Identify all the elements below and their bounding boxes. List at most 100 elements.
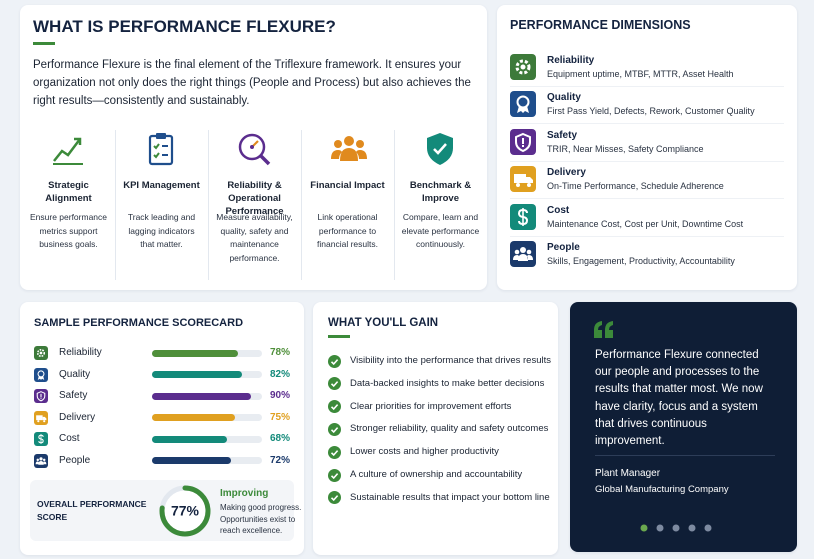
icon-part — [344, 136, 354, 146]
icon-part — [36, 414, 47, 422]
row-value: 78% — [269, 347, 290, 358]
icon-part — [328, 468, 341, 482]
bar — [152, 371, 243, 378]
dot[interactable] — [672, 524, 680, 532]
overall-status: Improving — [220, 488, 269, 499]
icon-part — [328, 422, 341, 436]
pillar-icon — [50, 131, 88, 167]
pillar-title: Reliability & Operational Performance — [225, 180, 284, 217]
icon-part — [40, 393, 42, 398]
dimension-icon — [510, 54, 536, 80]
dimensions-title: PERFORMANCE DIMENSIONS — [510, 18, 691, 32]
pillar-icon — [329, 131, 367, 167]
dot[interactable] — [640, 524, 648, 532]
icon-part — [522, 137, 524, 144]
icon-part — [330, 358, 339, 365]
row-value: 68% — [269, 433, 290, 444]
icon-part — [36, 391, 46, 402]
dimension-list: Reliability Equipment uptime, MTBF, MTTR,… — [497, 5, 797, 290]
icon-part — [43, 419, 46, 422]
scorecard-title: SAMPLE PERFORMANCE SCORECARD — [34, 317, 244, 329]
dimension-text: Maintenance Cost, Cost per Unit, Downtim… — [547, 218, 744, 229]
icon-part — [328, 400, 341, 414]
pillar-text: Compare, learn and elevate performance c… — [401, 212, 480, 249]
pillar-text: Ensure performance metrics support busin… — [29, 212, 107, 249]
icon-part — [328, 354, 341, 368]
icon-part — [74, 137, 82, 145]
icon-part — [515, 59, 531, 75]
bar — [152, 349, 238, 357]
icon-part — [356, 140, 364, 148]
pillar-text: Measure availability, quality, safety an… — [216, 212, 293, 263]
row-name: Delivery — [59, 411, 96, 423]
icon-part — [148, 133, 174, 166]
gain-text: Data-backed insights to make better deci… — [350, 377, 545, 389]
icon-part — [36, 348, 46, 358]
check-icon — [328, 377, 341, 391]
row-value: 82% — [269, 368, 290, 380]
dot[interactable] — [656, 524, 664, 532]
divider — [208, 130, 209, 280]
dimension-text: Equipment uptime, MTBF, MTTR, Asset Heal… — [547, 69, 734, 79]
title-underline — [328, 335, 350, 338]
icon-part — [35, 456, 47, 465]
row-icon — [34, 367, 48, 382]
divider — [510, 235, 784, 237]
dimension-name: Safety — [547, 129, 578, 141]
icon-part — [330, 449, 339, 456]
ring-value — [159, 485, 211, 537]
icon-part — [433, 143, 447, 155]
dimension-icon — [510, 241, 536, 267]
carousel-dots — [640, 524, 712, 532]
icon-part — [250, 145, 254, 149]
pillar-title: Strategic Alignment — [45, 180, 92, 204]
scorecard-rows: Reliability 78% Quality 82% Safety 90% Deliver… — [20, 302, 304, 482]
icon-part — [513, 254, 533, 261]
gains-title: WHAT YOU'LL GAIN — [328, 317, 439, 329]
dimension-name: Cost — [547, 204, 570, 216]
gains-card: WHAT YOU'LL GAIN Visibility into the per… — [313, 302, 558, 555]
title-underline — [33, 42, 55, 45]
dimension-text: TRIR, Near Misses, Safety Compliance — [547, 143, 704, 154]
icon-part — [328, 491, 341, 505]
icon-part — [330, 404, 339, 411]
quote-mark — [594, 321, 613, 338]
pillar-icon — [422, 131, 460, 167]
row-icon — [34, 453, 48, 468]
gain-text: Clear priorities for improvement efforts — [350, 400, 512, 412]
overall-note: Making good progress. Opportunities exis… — [220, 503, 302, 535]
icon-part — [328, 445, 341, 459]
icon-part — [526, 249, 532, 255]
icon-part — [37, 369, 45, 377]
dimension-text: First Pass Yield, Defects, Rework, Custo… — [547, 106, 755, 117]
overall-label: OVERALL PERFORMANCE SCORE — [37, 499, 147, 522]
separator — [595, 455, 775, 456]
gain-text: A culture of ownership and accountabilit… — [350, 469, 523, 480]
icon-part — [37, 369, 45, 380]
intro-card: WHAT IS PERFORMANCE FLEXURE? Performance… — [20, 5, 487, 290]
icon-part — [328, 377, 341, 391]
gain-text: Lower costs and higher productivity — [350, 446, 499, 458]
icon-part — [148, 134, 174, 166]
icon-part — [515, 59, 531, 75]
pillar-text: Link operational performance to financia… — [317, 212, 378, 249]
icon-part — [514, 249, 520, 255]
dimension-icon — [510, 203, 536, 230]
dot[interactable] — [704, 524, 712, 532]
icon-part — [259, 154, 271, 166]
icon-part — [330, 495, 339, 502]
divider — [510, 123, 784, 125]
overall-box: OVERALL PERFORMANCE SCORE 77% Improving … — [30, 480, 301, 541]
icon-part — [36, 458, 40, 461]
row-value: 72% — [269, 454, 290, 466]
divider — [510, 198, 784, 200]
divider — [115, 130, 116, 280]
icon-part — [39, 456, 43, 460]
divider — [301, 130, 302, 280]
icon-part — [520, 64, 526, 70]
icon-part — [331, 136, 367, 161]
icon-part — [523, 106, 529, 114]
pillars: Strategic Alignment Ensure performance me… — [20, 5, 487, 290]
dot[interactable] — [688, 524, 696, 532]
